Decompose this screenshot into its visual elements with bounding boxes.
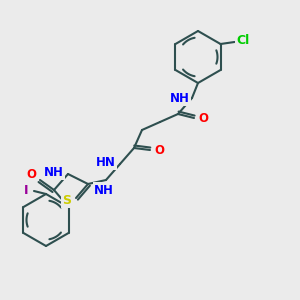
Text: NH: NH — [44, 166, 64, 178]
Text: HN: HN — [96, 155, 116, 169]
Text: I: I — [24, 184, 28, 196]
Text: S: S — [62, 194, 71, 206]
Text: Cl: Cl — [236, 34, 249, 46]
Text: NH: NH — [94, 184, 114, 196]
Text: O: O — [26, 167, 36, 181]
Text: NH: NH — [170, 92, 190, 104]
Text: O: O — [154, 143, 164, 157]
Text: O: O — [198, 112, 208, 124]
